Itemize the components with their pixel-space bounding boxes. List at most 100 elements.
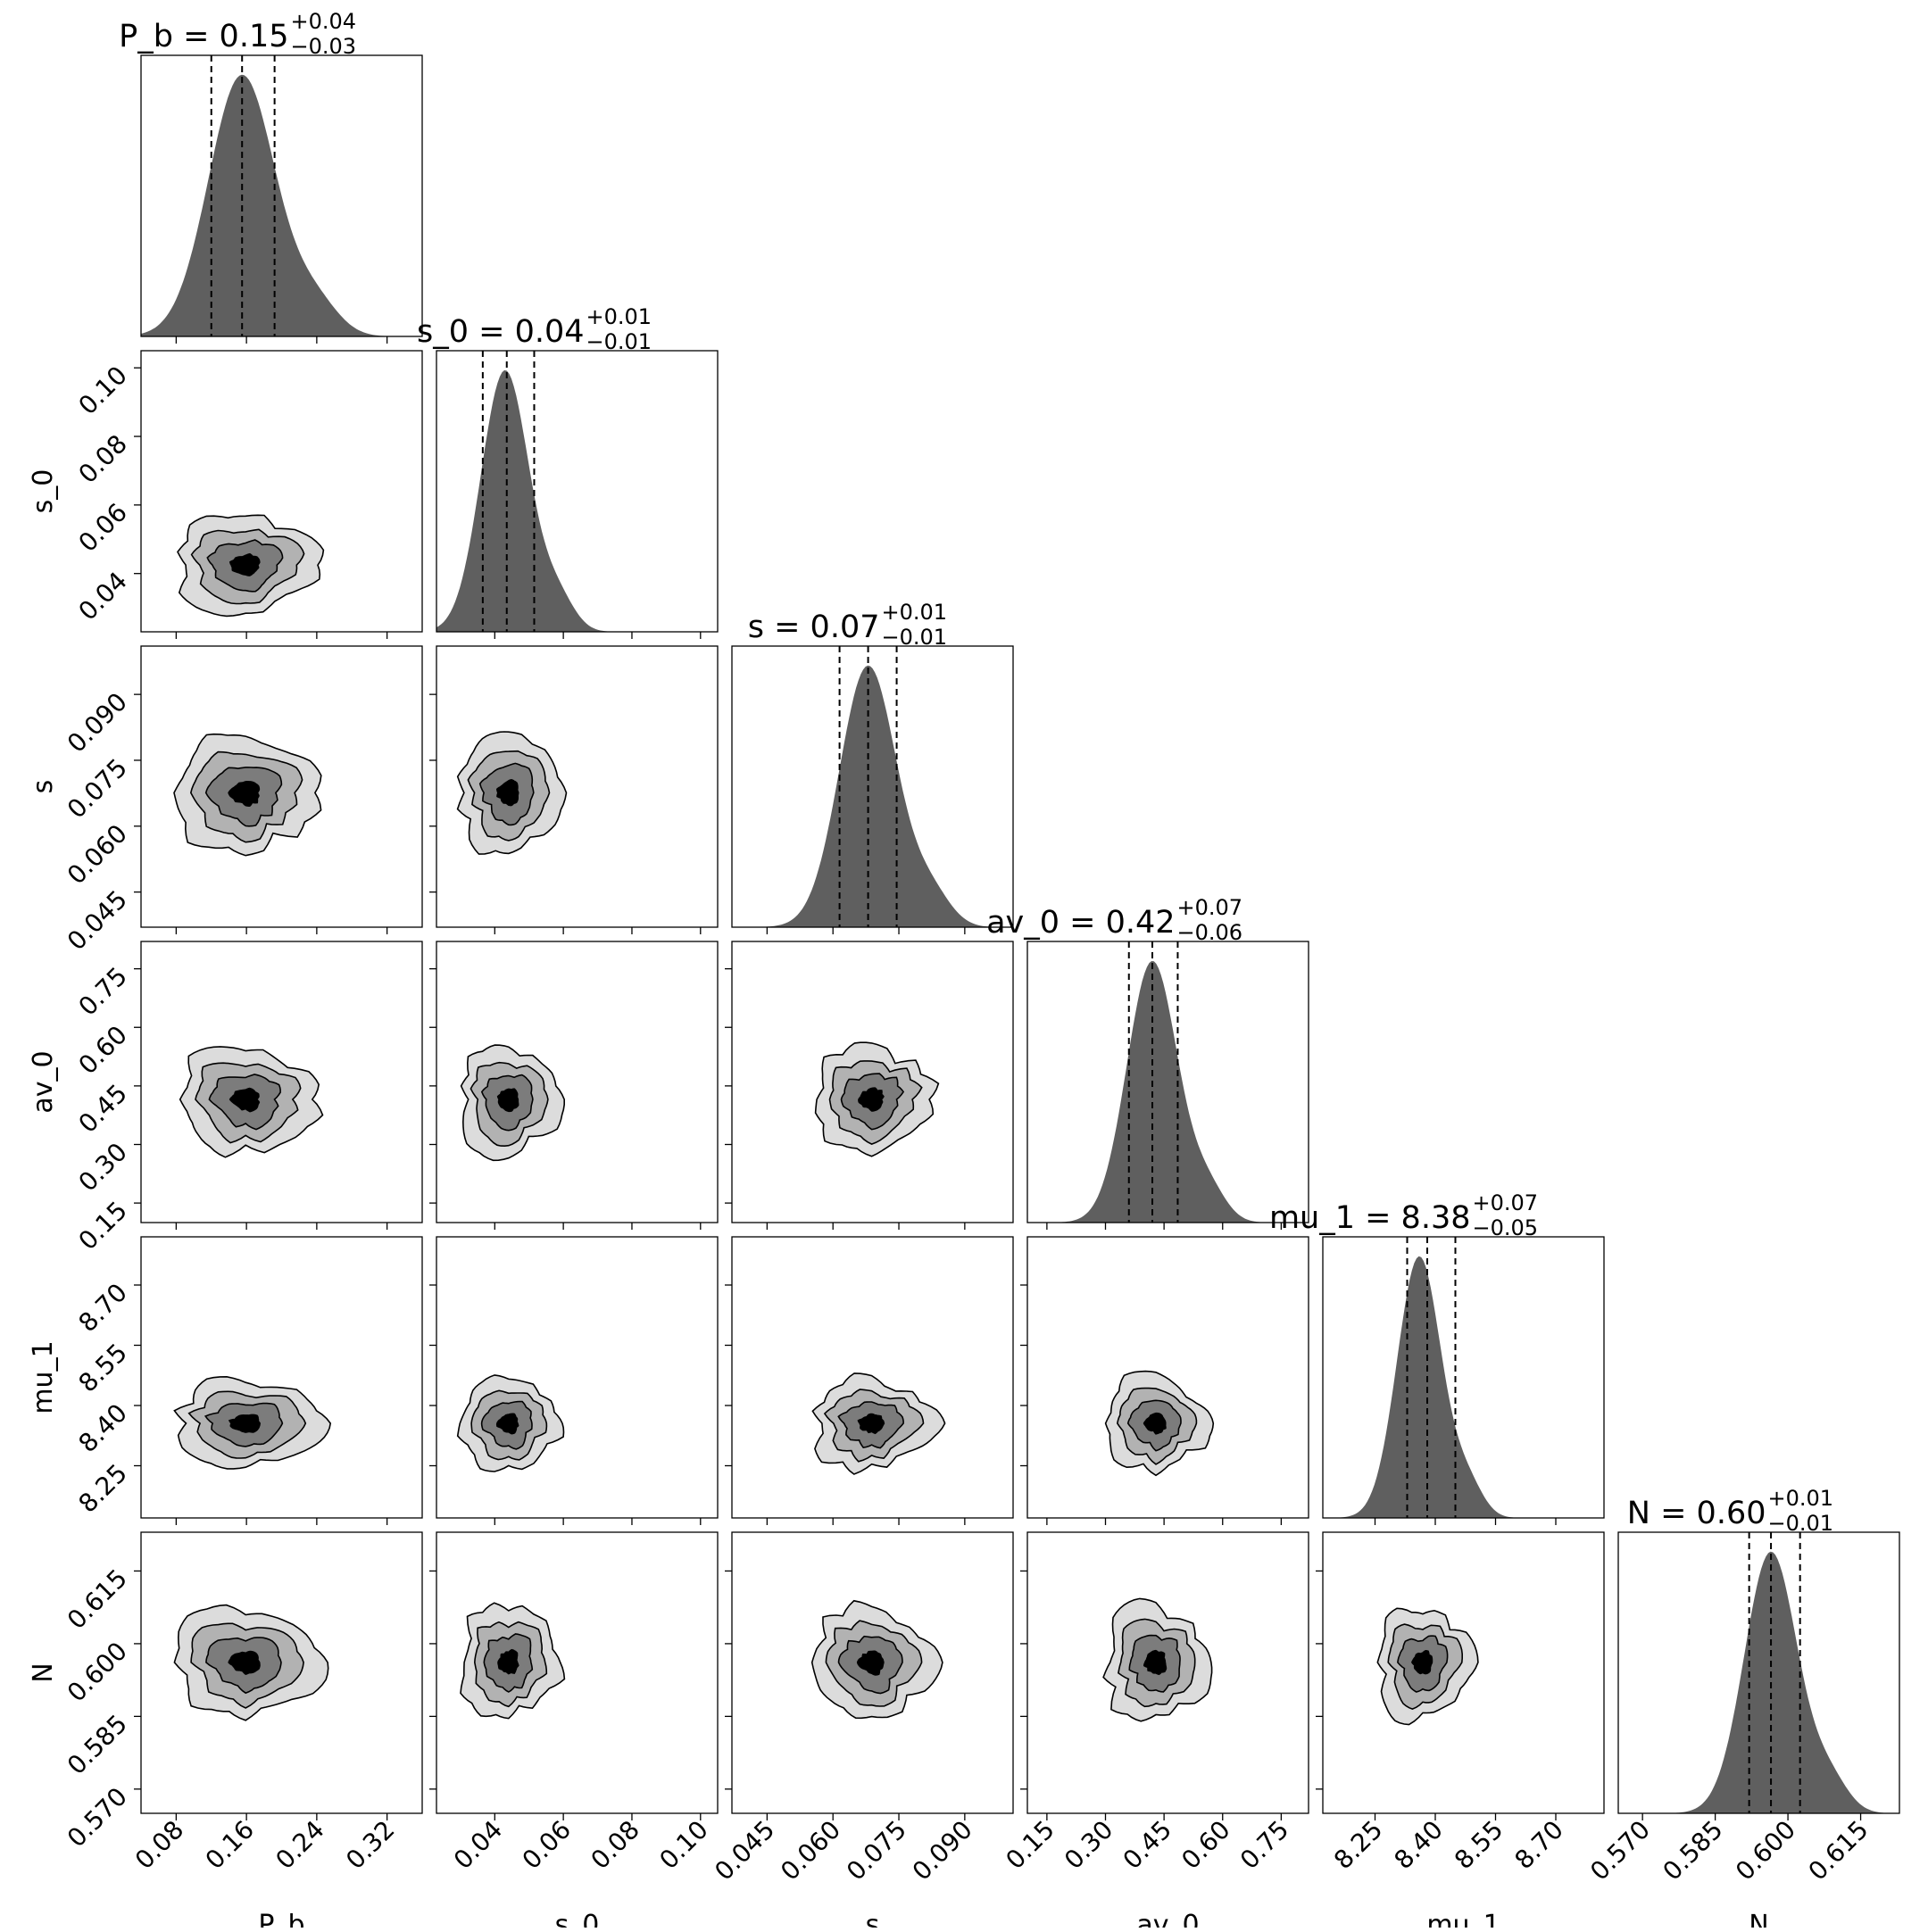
y-tick-label-s_0: 0.06 — [73, 497, 133, 557]
title-minus-av_0: −0.06 — [1177, 920, 1243, 945]
contour-panel-av_0-vs-N — [1020, 1531, 1309, 1820]
x-tick-label-P_b: 0.32 — [340, 1815, 400, 1875]
title-minus-s: −0.01 — [882, 625, 948, 650]
x-tick-label-av_0: 0.60 — [1176, 1815, 1235, 1875]
x-axis-label-mu_1: mu_1 — [1426, 1910, 1500, 1928]
contour-panel-s-vs-av_0 — [725, 941, 1014, 1230]
title-plus-s: +0.01 — [882, 600, 948, 625]
y-tick-label-s: 0.060 — [62, 818, 133, 890]
y-tick-label-mu_1: 8.25 — [73, 1458, 133, 1518]
panel-frame — [140, 941, 423, 1223]
panel-title-P_b: P_b = 0.15 — [119, 19, 288, 54]
x-tick-label-av_0: 0.75 — [1234, 1815, 1294, 1875]
contour-panel-s_0-vs-s — [429, 645, 719, 934]
y-tick-label-s: 0.045 — [62, 884, 133, 956]
panel-frame — [1026, 1236, 1309, 1519]
y-axis-label-s: s — [28, 780, 59, 794]
y-tick-label-s_0: 0.08 — [73, 429, 133, 489]
x-tick-label-P_b: 0.08 — [129, 1815, 189, 1875]
histogram-panel-s: s = 0.07 +0.01−0.01 — [731, 600, 1014, 934]
panel-frame — [140, 54, 423, 337]
histogram-panel-P_b: P_b = 0.15 +0.04−0.03 — [119, 9, 423, 344]
x-tick-label-N: 0.585 — [1658, 1815, 1729, 1886]
contour-panel-P_b-vs-mu_1 — [134, 1236, 423, 1525]
x-axis-label-av_0: av_0 — [1136, 1910, 1199, 1928]
x-tick-label-s: 0.090 — [907, 1815, 978, 1886]
histogram-av_0 — [1027, 961, 1309, 1223]
y-axis-label-N: N — [28, 1663, 59, 1682]
x-tick-label-mu_1: 8.55 — [1449, 1815, 1508, 1875]
histogram-panel-s_0: s_0 = 0.04 +0.01−0.01 — [417, 304, 719, 639]
panel-frame — [140, 1236, 423, 1519]
histogram-mu_1 — [1323, 1256, 1604, 1518]
contour-panel-s_0-vs-N — [429, 1531, 719, 1820]
contour-level-4-s-mu_1 — [857, 1413, 885, 1435]
contour-panel-mu_1-vs-N — [1316, 1531, 1605, 1820]
x-axis-label-N: N — [1749, 1910, 1768, 1928]
title-minus-N: −0.01 — [1768, 1511, 1834, 1536]
y-axis-label-av_0: av_0 — [28, 1050, 59, 1113]
y-tick-label-mu_1: 8.55 — [73, 1338, 133, 1397]
x-tick-label-s_0: 0.08 — [585, 1815, 644, 1875]
contour-panel-P_b-vs-N — [134, 1531, 423, 1820]
x-tick-label-av_0: 0.30 — [1059, 1815, 1118, 1875]
contour-level-4-P_b-av_0 — [229, 1087, 261, 1113]
y-tick-label-mu_1: 8.40 — [73, 1398, 133, 1458]
x-tick-label-s_0: 0.06 — [517, 1815, 577, 1875]
title-plus-N: +0.01 — [1768, 1486, 1834, 1511]
contour-level-4-s_0-s — [495, 778, 519, 807]
y-tick-label-av_0: 0.15 — [73, 1196, 133, 1256]
title-plus-s_0: +0.01 — [586, 304, 652, 329]
histogram-panel-N: N = 0.60 +0.01−0.01 — [1617, 1486, 1900, 1820]
y-axis-label-mu_1: mu_1 — [28, 1340, 59, 1414]
y-tick-label-N: 0.600 — [62, 1637, 133, 1708]
y-tick-label-av_0: 0.60 — [73, 1020, 133, 1080]
contour-level-4-s_0-mu_1 — [495, 1413, 519, 1435]
title-plus-P_b: +0.04 — [291, 9, 357, 34]
y-tick-label-N: 0.570 — [62, 1781, 133, 1853]
panel-frame — [1322, 1236, 1605, 1519]
panel-title-s: s = 0.07 — [748, 609, 880, 645]
contour-level-4-s_0-N — [497, 1648, 519, 1675]
panel-frame — [731, 1236, 1014, 1519]
panel-frame — [140, 1531, 423, 1814]
panel-frame — [731, 941, 1014, 1223]
y-axis-label-s_0: s_0 — [28, 469, 59, 514]
contour-level-4-P_b-s_0 — [229, 552, 261, 576]
contour-level-4-av_0-mu_1 — [1143, 1412, 1167, 1435]
contour-level-4-P_b-N — [228, 1650, 261, 1675]
panel-title-s_0: s_0 = 0.04 — [417, 314, 585, 350]
panel-frame — [436, 350, 719, 633]
y-tick-label-av_0: 0.45 — [73, 1078, 133, 1138]
y-tick-label-av_0: 0.30 — [73, 1137, 133, 1197]
contour-panel-s-vs-mu_1 — [725, 1236, 1014, 1525]
y-tick-label-s_0: 0.04 — [73, 566, 133, 626]
y-tick-label-s: 0.075 — [62, 753, 133, 825]
title-minus-mu_1: −0.05 — [1473, 1215, 1539, 1240]
contour-level-4-P_b-mu_1 — [228, 1414, 262, 1433]
contour-level-4-P_b-s — [228, 781, 261, 807]
panel-frame — [1617, 1531, 1900, 1814]
contour-panel-av_0-vs-mu_1 — [1020, 1236, 1309, 1525]
panel-frame — [731, 1531, 1014, 1814]
title-minus-P_b: −0.03 — [291, 34, 357, 59]
histogram-s_0 — [436, 369, 718, 632]
x-tick-label-av_0: 0.45 — [1118, 1815, 1177, 1875]
x-tick-label-s: 0.075 — [841, 1815, 912, 1886]
x-axis-label-s: s — [866, 1910, 880, 1928]
panel-frame — [1322, 1531, 1605, 1814]
contour-level-4-s_0-av_0 — [496, 1088, 519, 1113]
title-plus-mu_1: +0.07 — [1473, 1190, 1539, 1215]
y-tick-label-N: 0.585 — [62, 1709, 133, 1780]
title-plus-av_0: +0.07 — [1177, 895, 1243, 920]
panel-title-av_0: av_0 = 0.42 — [986, 905, 1175, 941]
panel-frame — [436, 1531, 719, 1814]
panel-frame — [1026, 941, 1309, 1223]
histogram-panel-av_0: av_0 = 0.42 +0.07−0.06 — [986, 895, 1309, 1230]
contour-panel-s_0-vs-av_0 — [429, 941, 719, 1230]
x-tick-label-mu_1: 8.70 — [1509, 1815, 1569, 1875]
y-tick-label-s_0: 0.10 — [73, 361, 133, 420]
x-tick-label-P_b: 0.16 — [200, 1815, 260, 1875]
x-tick-label-s: 0.060 — [775, 1815, 846, 1886]
